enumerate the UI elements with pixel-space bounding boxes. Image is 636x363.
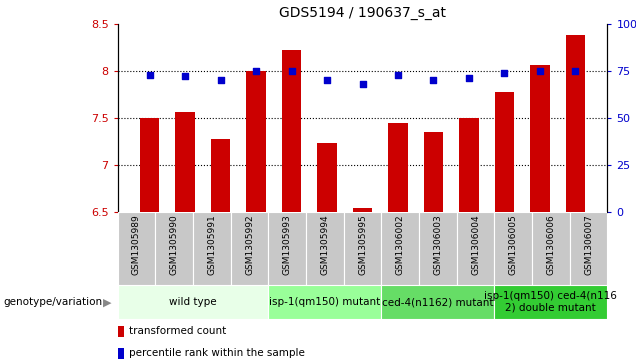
Bar [118,212,155,285]
Bar [246,71,266,212]
Text: GSM1305993: GSM1305993 [282,215,292,275]
Point [251,68,261,74]
Point [535,68,545,74]
Point [429,77,439,83]
Bar [343,212,382,285]
Bar [231,212,268,285]
Point [570,68,581,74]
Bar [118,326,124,337]
Bar [282,50,301,212]
Bar [306,212,343,285]
Bar [155,212,193,285]
Point [144,72,155,77]
Bar [459,118,479,212]
Point [322,77,332,83]
Bar [176,112,195,212]
Bar [211,139,230,212]
Bar [495,93,514,212]
Text: GSM1306006: GSM1306006 [546,215,555,275]
Text: GSM1305990: GSM1305990 [170,215,179,275]
Bar [494,285,607,319]
Text: GSM1306002: GSM1306002 [396,215,404,275]
Text: wild type: wild type [169,297,217,307]
Bar [193,212,231,285]
Bar [118,285,268,319]
Text: isp-1(qm150) mutant: isp-1(qm150) mutant [269,297,380,307]
Point [286,68,296,74]
Point [499,70,509,76]
Bar [118,348,124,359]
Text: GSM1306007: GSM1306007 [584,215,593,275]
Point [393,72,403,77]
Text: GSM1306005: GSM1306005 [509,215,518,275]
Bar [457,212,494,285]
Bar [424,132,443,212]
Bar [565,35,585,212]
Text: isp-1(qm150) ced-4(n116
2) double mutant: isp-1(qm150) ced-4(n116 2) double mutant [485,291,618,313]
Text: GSM1305994: GSM1305994 [321,215,329,275]
Text: GSM1305992: GSM1305992 [245,215,254,275]
Point [357,81,368,87]
Text: transformed count: transformed count [128,326,226,337]
Bar [530,65,550,212]
Bar [382,285,494,319]
Title: GDS5194 / 190637_s_at: GDS5194 / 190637_s_at [279,6,446,20]
Bar [140,118,160,212]
Point [180,74,190,79]
Bar [353,208,372,212]
Bar [268,285,382,319]
Bar [382,212,419,285]
Bar [570,212,607,285]
Bar [494,212,532,285]
Text: GSM1305989: GSM1305989 [132,215,141,275]
Text: GSM1306004: GSM1306004 [471,215,480,275]
Bar [317,143,337,212]
Bar [419,212,457,285]
Text: GSM1306003: GSM1306003 [433,215,443,275]
Text: GSM1305991: GSM1305991 [207,215,216,275]
Point [216,77,226,83]
Text: genotype/variation: genotype/variation [3,297,102,307]
Text: ced-4(n1162) mutant: ced-4(n1162) mutant [382,297,494,307]
Bar [532,212,570,285]
Text: ▶: ▶ [103,297,111,307]
Bar [268,212,306,285]
Text: GSM1305995: GSM1305995 [358,215,367,275]
Text: percentile rank within the sample: percentile rank within the sample [128,348,305,358]
Bar [388,123,408,212]
Point [464,76,474,81]
